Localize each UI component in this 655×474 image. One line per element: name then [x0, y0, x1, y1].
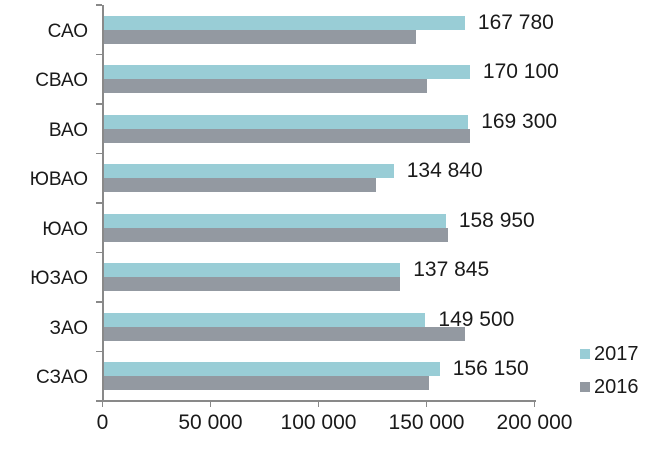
- category-label: САО: [47, 20, 88, 42]
- y-axis-tick: [95, 400, 102, 402]
- data-label: 134 840: [406, 159, 483, 183]
- y-axis-tick: [95, 152, 102, 155]
- bar-2016: [104, 29, 416, 44]
- y-axis-tick: [95, 4, 102, 6]
- data-label: 149 500: [438, 307, 515, 331]
- x-axis-tick: [101, 401, 104, 407]
- bar-2016: [104, 326, 466, 341]
- y-axis-tick: [95, 202, 102, 204]
- y-axis-tick: [95, 350, 102, 353]
- bar-2016: [104, 128, 470, 143]
- data-label: 158 950: [458, 208, 535, 232]
- data-label: 137 845: [413, 258, 490, 282]
- legend-label: 2017: [594, 343, 639, 365]
- category-label: СЗАО: [35, 367, 88, 389]
- x-axis-tick: [317, 401, 320, 407]
- category-label: ЗАО: [49, 317, 88, 339]
- data-label: 170 100: [482, 60, 559, 84]
- legend-label: 2016: [594, 375, 639, 398]
- y-axis-tick: [95, 103, 102, 105]
- bar-2016: [104, 277, 400, 292]
- x-tick-label: 50 000: [178, 411, 243, 434]
- data-label: 156 150: [452, 357, 529, 381]
- y-axis-tick: [95, 251, 102, 254]
- bar-2016: [104, 376, 429, 391]
- category-label: СВАО: [35, 70, 88, 92]
- legend-swatch-2017: [580, 349, 590, 359]
- x-tick-label: 200 000: [496, 411, 573, 434]
- bar-2017: [104, 65, 470, 80]
- x-axis-line: [101, 399, 536, 402]
- y-axis-line: [101, 5, 104, 401]
- y-axis-tick: [95, 301, 102, 303]
- bar-2017: [104, 213, 446, 228]
- bar-2017: [104, 164, 394, 179]
- data-label: 167 780: [477, 10, 554, 34]
- x-axis-tick: [209, 401, 212, 407]
- bar-2017: [104, 114, 469, 129]
- x-axis-tick: [533, 401, 536, 407]
- bar-2017: [104, 263, 401, 278]
- category-label: ВАО: [48, 119, 88, 141]
- legend-swatch-2016: [580, 381, 590, 392]
- category-label: ЮЗАО: [30, 268, 88, 290]
- bar-2017: [104, 362, 440, 377]
- bar-2016: [104, 178, 376, 193]
- y-axis-tick: [95, 53, 102, 56]
- category-label: ЮАО: [42, 218, 88, 240]
- bar-2017: [104, 312, 426, 327]
- x-axis-tick: [425, 401, 428, 407]
- x-tick-label: 100 000: [280, 411, 357, 434]
- data-label: 169 300: [481, 109, 558, 133]
- bar-2017: [104, 15, 465, 30]
- x-tick-label: 0: [96, 411, 109, 434]
- x-tick-label: 150 000: [388, 411, 465, 434]
- bar-2016: [104, 79, 427, 94]
- category-label: ЮВАО: [29, 169, 88, 191]
- bar-2016: [104, 227, 449, 242]
